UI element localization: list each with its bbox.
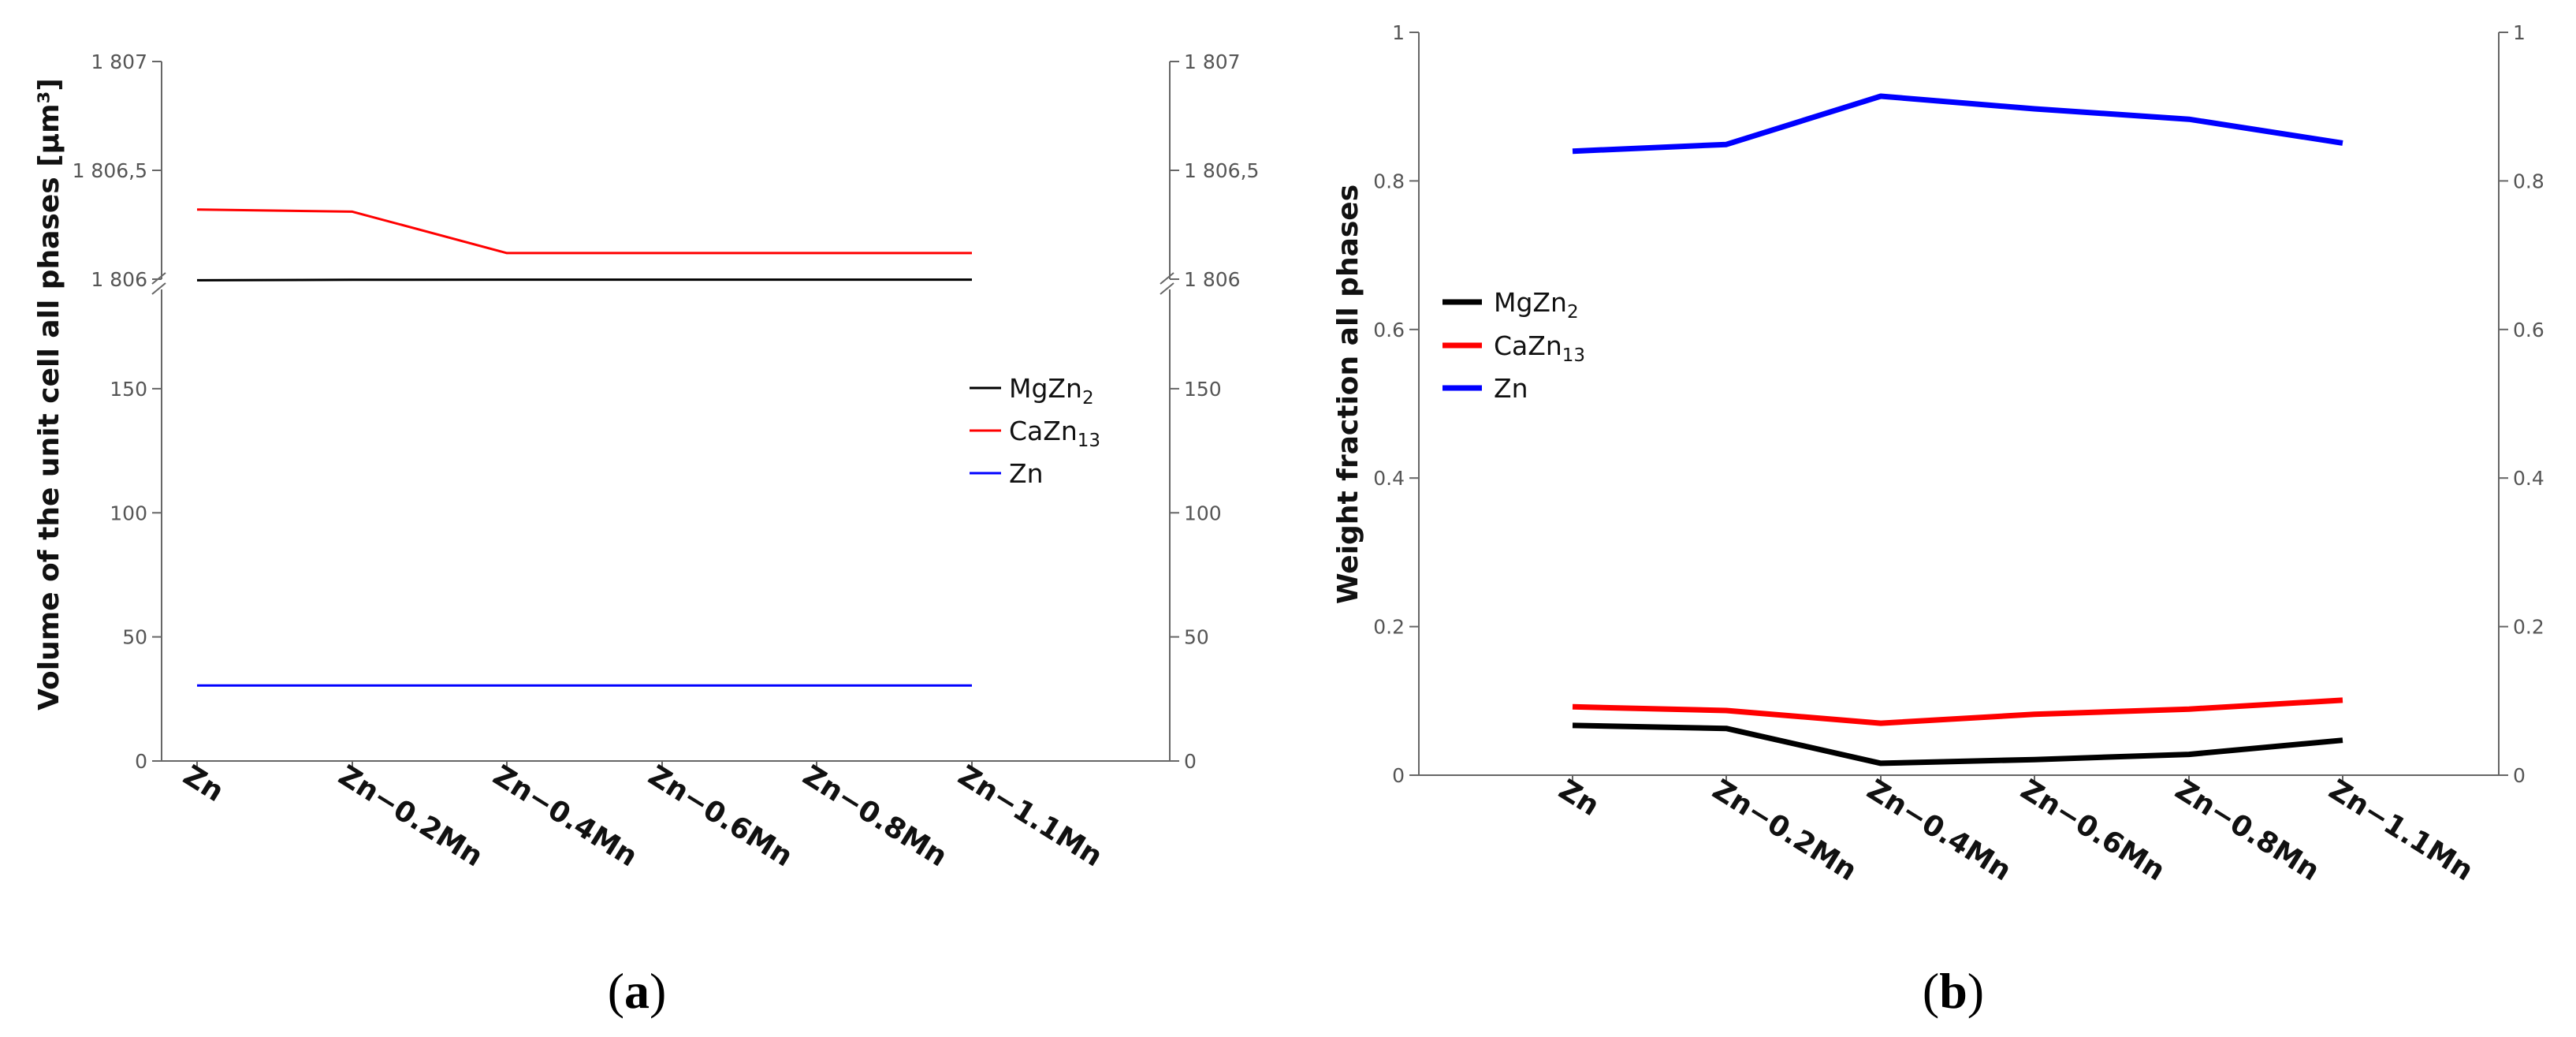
- chart-a-left-tick-label: 50: [122, 626, 147, 649]
- chart-a-right-tick-label: 0: [1184, 750, 1197, 773]
- chart-b-x-tick-label-zn-0-8mn: Zn−0.8Mn: [2169, 774, 2325, 888]
- chart-a-ylabel: Volume of the unit cell all phases [μm³]: [33, 78, 65, 711]
- chart-b-legend-label-mgzn2: MgZn2: [1494, 287, 1579, 323]
- chart-a-x-tick-label-zn: Zn: [177, 759, 229, 808]
- chart-b-x-tick-label-zn-0-6mn: Zn−0.6Mn: [2015, 774, 2170, 888]
- chart-a-right-tick-label: 100: [1184, 502, 1222, 524]
- chart-a-left-tick-label: 1 807: [91, 50, 147, 73]
- chart-b-series-cazn13: [1572, 697, 2343, 726]
- chart-b-right-tick-label: 0.8: [2513, 170, 2544, 192]
- chart-a-left-tick-label: 150: [110, 378, 147, 401]
- chart-a-x-tick-label-zn-0-6mn: Zn−0.6Mn: [642, 759, 798, 874]
- chart-b-series-mgzn2: [1572, 722, 2343, 767]
- chart-a-x-tick-label-zn-0-8mn: Zn−0.8Mn: [797, 759, 952, 874]
- chart-a-x-tick-label-zn-1-1mn: Zn−1.1Mn: [952, 759, 1107, 874]
- chart-a-series-cazn13: [196, 208, 972, 255]
- chart-a-right-tick-label: 50: [1184, 626, 1209, 649]
- chart-a-legend-label-cazn13: CaZn13: [1009, 416, 1100, 451]
- chart-b-series-zn: [1572, 93, 2343, 155]
- chart-b-left-tick-label: 1: [1392, 21, 1405, 44]
- chart-b-x-tick-label-zn-1-1mn: Zn−1.1Mn: [2323, 774, 2478, 888]
- chart-b-right-tick-label: 1: [2513, 21, 2526, 44]
- chart-b: 0 00.2 0.20.4 0.40.6 0.60.8 0.81 1 Zn Zn−0.2MnZ…: [1332, 21, 2544, 1019]
- chart-a-right-tick-label: 1 806,5: [1184, 159, 1259, 182]
- chart-a-left-tick-label: 0: [135, 750, 147, 773]
- chart-a-series-mgzn2: [196, 278, 972, 282]
- chart-a-axis-break-right: [1160, 272, 1174, 295]
- chart-a-right-tick-label: 1 807: [1184, 50, 1241, 73]
- chart-a-left-tick-label: 1 806,5: [73, 159, 147, 182]
- chart-b-right-tick-label: 0.2: [2513, 616, 2544, 639]
- chart-a-legend-label-mgzn2: MgZn2: [1009, 373, 1094, 408]
- chart-a-x-tick-label-zn-0-2mn: Zn−0.2Mn: [333, 759, 488, 874]
- chart-b-legend: MgZn2 CaZn13 Zn: [1442, 287, 1585, 404]
- caption-a: (a): [608, 963, 667, 1019]
- chart-a-left-tick-label: 1 806: [91, 268, 147, 291]
- chart-a: 0 0 50 50 100 100 150 150 1 806 1 806 1 806,5 1 806…: [33, 50, 1259, 1019]
- chart-b-legend-label-cazn13: CaZn13: [1494, 330, 1585, 366]
- chart-a-right-tick-label: 1 806: [1184, 268, 1241, 291]
- chart-b-x-tick-label-zn: Zn: [1553, 774, 1605, 823]
- chart-a-x-tick-label-zn-0-4mn: Zn−0.4Mn: [487, 759, 642, 874]
- chart-b-right-tick-label: 0: [2513, 764, 2526, 787]
- chart-b-left-tick-label: 0: [1392, 764, 1405, 787]
- chart-a-axis-break-left: [151, 272, 166, 295]
- chart-b-x-tick-label-zn-0-4mn: Zn−0.4Mn: [1861, 774, 2016, 888]
- chart-a-left-tick-label: 100: [110, 502, 147, 524]
- chart-a-legend-label-zn: Zn: [1009, 458, 1044, 489]
- caption-b: (b): [1923, 963, 1984, 1019]
- chart-b-left-tick-label: 0.6: [1373, 319, 1405, 341]
- chart-b-right-tick-label: 0.6: [2513, 319, 2544, 341]
- chart-b-left-tick-label: 0.4: [1373, 467, 1405, 490]
- chart-b-right-tick-label: 0.4: [2513, 467, 2544, 490]
- chart-a-right-tick-label: 150: [1184, 378, 1222, 401]
- chart-b-ylabel: Weight fraction all phases: [1332, 185, 1364, 604]
- chart-b-x-tick-label-zn-0-2mn: Zn−0.2Mn: [1707, 774, 1862, 888]
- chart-b-legend-label-zn: Zn: [1494, 373, 1528, 404]
- chart-b-left-tick-label: 0.2: [1373, 616, 1405, 639]
- chart-b-left-tick-label: 0.8: [1373, 170, 1405, 192]
- chart-a-legend: MgZn2 CaZn13 Zn: [970, 373, 1100, 489]
